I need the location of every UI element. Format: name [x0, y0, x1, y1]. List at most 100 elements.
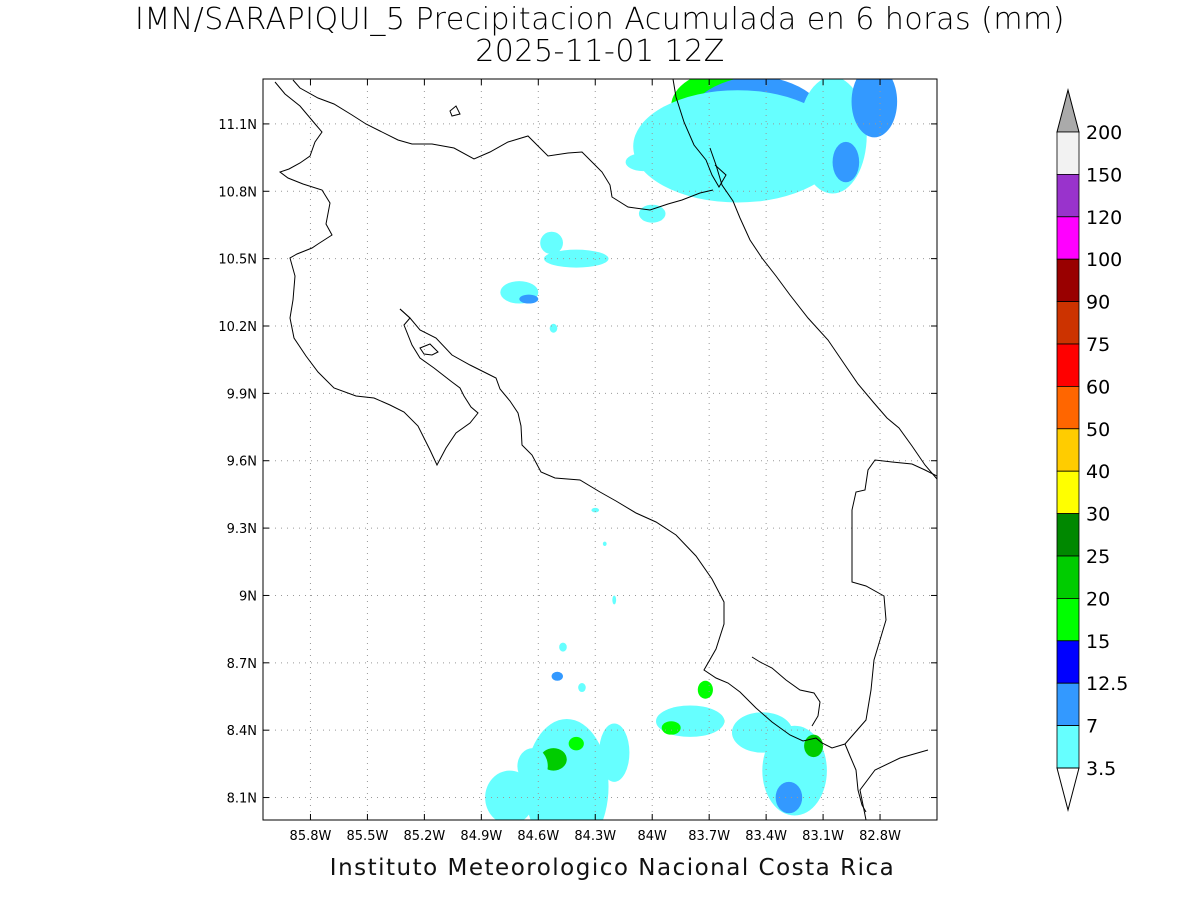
map-title: IMN/SARAPIQUI_5 Precipitacion Acumulada … [135, 2, 1065, 37]
colorbar-label: 40 [1086, 461, 1110, 483]
precip-cell-5 [633, 90, 843, 203]
graticule-grid [263, 79, 937, 820]
lat-tick-label: 9N [239, 589, 257, 604]
lon-tick-label: 84.3W [574, 829, 616, 844]
precip-cell-15 [543, 249, 609, 268]
colorbar-swatch-7 [1056, 470, 1080, 515]
map-frame [262, 78, 938, 821]
precip-cell-53 [591, 507, 600, 513]
coastline-caribbean-east [859, 749, 929, 820]
colorbar-label: 7 [1086, 716, 1098, 738]
colorbar-legend: 3.5 7 12.5 15 20 25 30 40 50 60 75 90 100 120 150 200 [1056, 88, 1128, 812]
island-chira [419, 343, 439, 356]
precip-cell-29 [599, 723, 630, 782]
colorbar-label: 150 [1086, 164, 1122, 186]
lon-tick-label: 82.8W [859, 829, 901, 844]
lon-tick-label: 84.9W [460, 829, 502, 844]
precip-cell-52 [612, 595, 617, 605]
colorbar-swatch-14 [1056, 173, 1080, 218]
precip-cell-14 [638, 204, 666, 223]
lon-tick-label: 84W [638, 829, 668, 844]
colorbar-label: 75 [1086, 334, 1110, 356]
precip-cell-31 [485, 770, 535, 820]
precip-cell-19 [549, 323, 558, 333]
footer-credit: Instituto Meteorologico Nacional Costa R… [329, 855, 896, 881]
colorbar-swatch-15 [1056, 131, 1080, 175]
precip-cell-54 [602, 541, 607, 547]
lat-tick-label: 8.7N [227, 657, 257, 672]
lat-tick-label: 11.1N [218, 118, 257, 133]
lon-tick-label: 85.5W [347, 829, 389, 844]
coastline-caribbean-north [672, 79, 727, 188]
border-panama [844, 459, 937, 745]
precip-cell-18 [540, 231, 563, 255]
colorbar-swatch-5 [1056, 555, 1080, 599]
lon-tick-label: 85.8W [290, 829, 332, 844]
colorbar-label: 30 [1086, 504, 1110, 526]
lat-tick-label: 8.1N [227, 792, 257, 807]
colorbar-label: 25 [1086, 546, 1110, 568]
coastline-nicaragua-lake [449, 105, 461, 117]
precip-cell-51 [578, 683, 586, 693]
colorbar-label: 20 [1086, 588, 1110, 610]
coastline-pacific-north [274, 81, 479, 467]
precip-cell-26 [568, 736, 584, 751]
colorbar-label: 15 [1086, 631, 1110, 653]
lon-tick-label: 83.4W [745, 829, 787, 844]
lon-tick-label: 84.6W [517, 829, 559, 844]
precip-cell-32 [517, 748, 548, 785]
coastline-osa-peninsula [751, 656, 821, 727]
lon-tick-label: 83.1W [802, 829, 844, 844]
colorbar-swatch-2 [1056, 682, 1080, 727]
precip-cell-34 [697, 680, 713, 699]
lat-tick-label: 9.9N [227, 387, 257, 402]
lat-tick-label: 10.8N [218, 185, 257, 200]
colorbar-label: 12.5 [1086, 673, 1128, 695]
colorbar-swatch-6 [1056, 513, 1080, 557]
precip-cell-23 [525, 718, 609, 820]
map-subtitle-date: 2025-11-01 12Z [475, 34, 725, 69]
colorbar-swatch-3 [1056, 640, 1080, 684]
lat-tick-label: 9.3N [227, 522, 257, 537]
precip-cell-38 [661, 721, 681, 735]
colorbar-label: 50 [1086, 419, 1110, 441]
precip-cell-50 [551, 671, 563, 681]
border-nicaragua [292, 79, 714, 211]
colorbar-arrow-top [1056, 88, 1080, 133]
precipitation-field [485, 79, 898, 820]
colorbar-label: 90 [1086, 292, 1110, 314]
colorbar-swatch-13 [1056, 216, 1080, 260]
map-plot-area [263, 79, 937, 820]
precip-cell-17 [519, 294, 539, 304]
lat-tick-label: 9.6N [227, 455, 257, 470]
coastlines-borders [274, 79, 937, 820]
colorbar-label: 100 [1086, 249, 1122, 271]
lat-tick-label: 10.2N [218, 320, 257, 335]
coastline-caribbean [709, 147, 937, 480]
precip-cell-10 [851, 79, 898, 138]
colorbar-label: 60 [1086, 376, 1110, 398]
colorbar-swatch-12 [1056, 258, 1080, 303]
colorbar-arrow-bottom [1056, 767, 1080, 812]
precip-cell-47 [804, 734, 824, 758]
colorbar-swatch-8 [1056, 428, 1080, 472]
colorbar-swatch-1 [1056, 725, 1080, 769]
precip-cell-13 [625, 153, 660, 172]
lon-tick-label: 83.7W [688, 829, 730, 844]
lon-tick-label: 85.2W [403, 829, 445, 844]
lat-tick-label: 10.5N [218, 253, 257, 268]
colorbar-swatch-11 [1056, 301, 1080, 345]
coastline-nicoya-gulf [399, 308, 846, 749]
colorbar-label: 200 [1086, 122, 1122, 144]
precip-cell-48 [775, 781, 803, 814]
colorbar-label: 120 [1086, 207, 1122, 229]
colorbar-swatch-10 [1056, 343, 1080, 387]
lat-tick-label: 8.4N [227, 724, 257, 739]
colorbar-swatch-4 [1056, 598, 1080, 642]
colorbar-label: 3.5 [1086, 758, 1116, 780]
precip-cell-12 [832, 141, 860, 183]
axis-ticks: 85.8W 85.5W 85.2W 84.9W 84.6W 84.3W 84W 83.7W 83… [218, 79, 937, 844]
colorbar-swatch-9 [1056, 385, 1080, 430]
coastline-burica [844, 743, 867, 813]
